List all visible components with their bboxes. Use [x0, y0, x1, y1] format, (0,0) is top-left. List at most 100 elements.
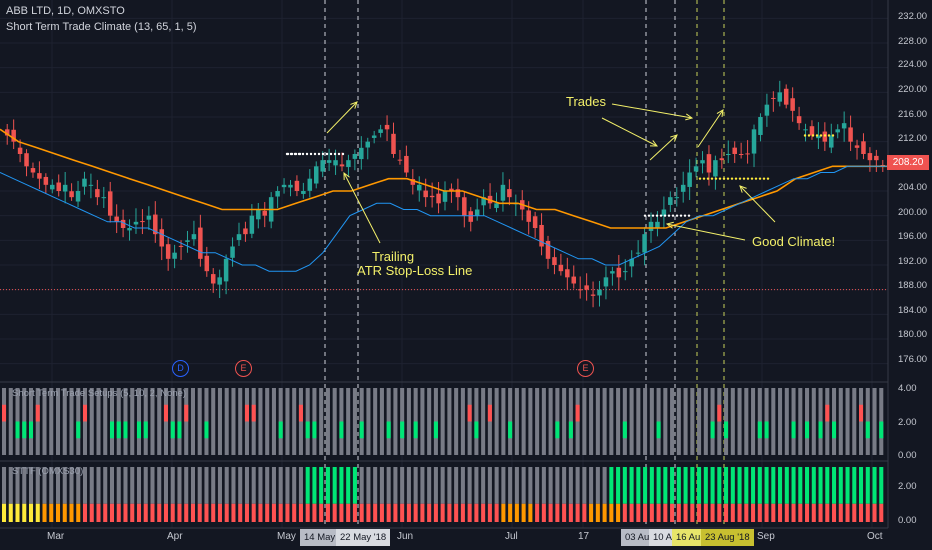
- candle-body: [500, 184, 506, 201]
- setup-bar: [197, 388, 202, 455]
- sttf-bar-base: [589, 503, 594, 522]
- stop-dot: [698, 177, 702, 180]
- candle-body: [758, 117, 763, 135]
- annotation-arrowhead: [685, 113, 694, 121]
- sttf-bar-gray: [217, 467, 222, 504]
- stop-dot: [325, 152, 329, 156]
- sttf-tick: 2.00: [898, 481, 917, 492]
- candle-body: [37, 173, 42, 179]
- stop-dot: [734, 177, 738, 180]
- setup-bar: [872, 388, 877, 455]
- candle-body: [610, 271, 615, 274]
- sttf-bar-gray: [8, 467, 13, 504]
- dividend-event-marker[interactable]: D: [172, 360, 189, 377]
- stop-dot: [811, 134, 815, 137]
- setup-bar-green: [278, 421, 283, 439]
- candle-body: [790, 98, 795, 111]
- candle-body: [410, 179, 416, 185]
- setup-bar: [778, 388, 783, 455]
- setup-bar-green: [832, 421, 837, 439]
- candle-body: [359, 147, 364, 160]
- candle-body: [133, 221, 139, 225]
- setup-bar-green: [136, 421, 142, 439]
- candle-body: [738, 153, 744, 155]
- sttf-bar-green: [838, 467, 843, 504]
- annotation-arrow: [697, 109, 724, 148]
- sttf-bar-gray: [595, 467, 600, 504]
- sttf-bar-base: [582, 503, 587, 522]
- candle-body: [301, 191, 306, 194]
- sttf-bar-base: [319, 503, 324, 522]
- stop-dot: [702, 177, 706, 180]
- candle-body: [256, 209, 261, 220]
- sttf-bar-base: [825, 503, 830, 522]
- sttf-tick: 0.00: [898, 515, 917, 526]
- sttf-bar-base: [22, 503, 27, 522]
- sttf-bar-base: [143, 503, 148, 522]
- sttf-bar-green: [636, 467, 641, 504]
- stop-dot: [651, 214, 655, 217]
- setup-bar-green: [76, 421, 81, 439]
- candle-body: [783, 88, 789, 105]
- candle-body: [751, 129, 757, 154]
- stop-dot: [831, 134, 835, 137]
- stop-dot: [337, 152, 341, 156]
- candle-body: [449, 188, 454, 191]
- candle-body: [307, 178, 313, 191]
- stop-dot: [819, 134, 823, 137]
- sttf-bar-green: [622, 467, 627, 504]
- annotation-arrow: [601, 117, 658, 147]
- setup-bar: [292, 388, 297, 455]
- candle-body: [539, 224, 544, 247]
- stop-dot: [742, 177, 746, 180]
- sttf-bar-base: [690, 503, 695, 522]
- sttf-bar-gray: [359, 467, 364, 504]
- sttf-bar-base: [730, 503, 735, 522]
- sttf-bar-base: [649, 503, 654, 522]
- setup-bar-green: [305, 421, 310, 439]
- stop-dot: [714, 177, 718, 180]
- setup-bar-green: [805, 421, 810, 439]
- setup-bar-green: [865, 421, 870, 439]
- setup-bar: [89, 388, 94, 455]
- setup-bar: [103, 388, 108, 455]
- sttf-bar-green: [703, 467, 708, 504]
- candle-body: [590, 294, 596, 296]
- sttf-bar-base: [622, 503, 627, 522]
- sttf-bar-base: [663, 503, 668, 522]
- sttf-bar-base: [89, 503, 94, 522]
- sttf-bar-gray: [123, 467, 128, 504]
- sttf-bar-base: [778, 503, 783, 522]
- setup-bar-red: [467, 404, 472, 422]
- earnings-event-marker[interactable]: E: [577, 360, 594, 377]
- setup-bar: [771, 388, 776, 455]
- candle-body: [726, 154, 731, 155]
- candle-body: [365, 141, 370, 148]
- candle-body: [680, 184, 686, 192]
- sttf-bar-gray: [521, 467, 526, 504]
- candle-body: [43, 176, 49, 185]
- setup-bar: [643, 388, 648, 455]
- setup-bar: [798, 388, 803, 455]
- candle-body: [62, 184, 68, 192]
- stop-dot: [655, 214, 659, 217]
- annotation-arrow: [649, 134, 678, 161]
- sttf-bar-gray: [501, 467, 506, 504]
- sttf-bar-base: [258, 503, 263, 522]
- candle-body: [732, 147, 737, 154]
- setup-bar-green: [474, 421, 479, 439]
- sttf-bar-base: [8, 503, 13, 522]
- sttf-bar-green: [339, 467, 344, 504]
- sttf-bar-base: [55, 503, 61, 522]
- candle-body: [874, 155, 879, 161]
- earnings-event-marker[interactable]: E: [235, 360, 252, 377]
- candle-body: [404, 155, 409, 173]
- setup-bar-red: [35, 404, 40, 422]
- sttf-bar-gray: [258, 467, 263, 504]
- candle-body: [352, 154, 358, 159]
- setup-bar-red: [487, 404, 492, 422]
- sttf-bar-green: [629, 467, 634, 504]
- sttf-bar-gray: [244, 467, 249, 504]
- setup-bar: [332, 388, 337, 455]
